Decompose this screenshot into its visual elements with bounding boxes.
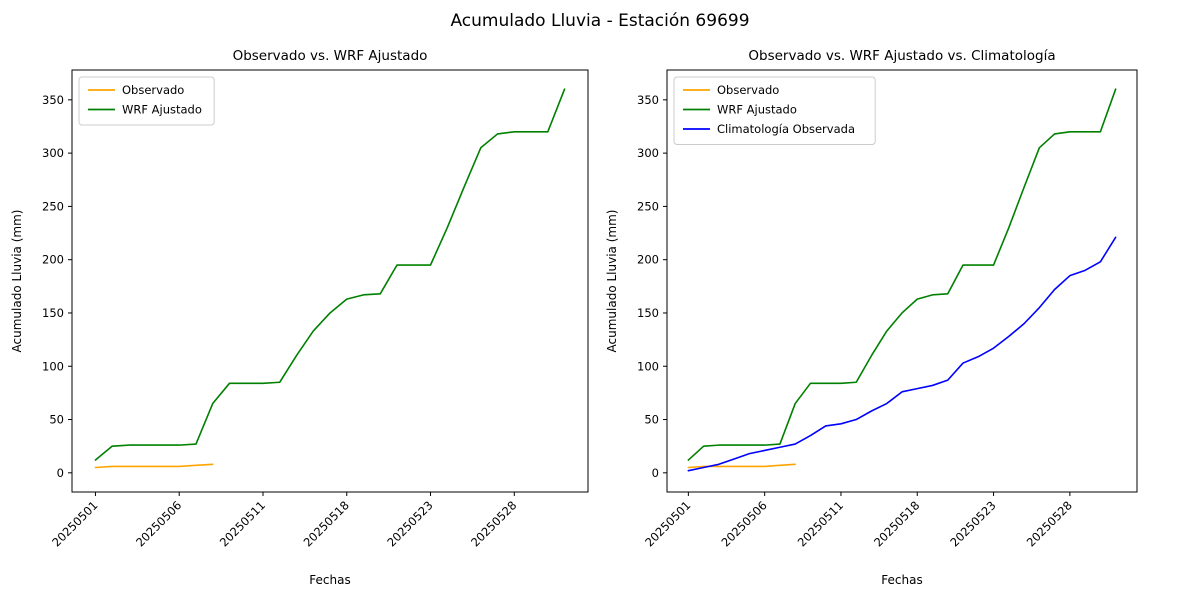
figure-title: Acumulado Lluvia - Estación 69699 [450, 11, 750, 31]
y-tick-label: 300 [637, 146, 659, 160]
legend-label: Observado [717, 83, 779, 97]
y-tick-label: 0 [57, 466, 64, 480]
y-axis-title: Acumulado Lluvia (mm) [10, 210, 24, 353]
legend: Observado WRF Ajustado [78, 76, 215, 126]
y-tick-label: 150 [42, 306, 64, 320]
x-tick-label: 20250523 [384, 498, 435, 549]
series-line-climatolog-a-observada [687, 236, 1117, 472]
legend-label: WRF Ajustado [122, 103, 202, 117]
x-axis-title: Fechas [881, 573, 922, 587]
y-tick-label: 50 [49, 413, 64, 427]
legend: Observado WRF Ajustado Climatología Observ… [673, 76, 876, 145]
subplot-title: Observado vs. WRF Ajustado vs. Climatolo… [748, 48, 1055, 64]
x-tick-label: 20250528 [1024, 498, 1075, 549]
x-tick-label: 20250518 [301, 498, 352, 549]
legend-label: Climatología Observada [717, 122, 855, 136]
series-line-wrf-ajustado [687, 88, 1117, 461]
chart-canvas: 0 50 100 150 200 250 300 350 20250501 20250506 202… [605, 48, 1138, 587]
series-line-observado [94, 463, 214, 469]
x-tick-label: 20250511 [217, 498, 268, 549]
y-tick-label: 50 [644, 413, 659, 427]
legend-label: WRF Ajustado [717, 103, 797, 117]
x-axis-title: Fechas [309, 573, 350, 587]
y-tick-label: 350 [42, 93, 64, 107]
x-tick-label: 20250501 [49, 498, 100, 549]
subplot-title: Observado vs. WRF Ajustado [233, 48, 428, 64]
y-tick-label: 250 [637, 199, 659, 213]
legend-box [673, 76, 876, 145]
y-tick-label: 200 [637, 253, 659, 267]
y-tick-label: 100 [42, 359, 64, 373]
x-tick-label: 20250501 [642, 498, 693, 549]
plot-border [71, 69, 589, 493]
y-tick-label: 200 [42, 253, 64, 267]
subplot-observado-wrf: 0 50 100 150 200 250 300 350 20250501 20250506 202… [0, 40, 600, 600]
legend-label: Observado [122, 83, 184, 97]
chart-canvas: 0 50 100 150 200 250 300 350 20250501 20250506 202… [10, 48, 589, 587]
y-tick-label: 150 [637, 306, 659, 320]
y-tick-label: 300 [42, 146, 64, 160]
y-tick-label: 350 [637, 93, 659, 107]
plot-border [666, 69, 1138, 493]
x-tick-label: 20250506 [718, 498, 769, 549]
y-tick-label: 0 [652, 466, 659, 480]
x-tick-label: 20250518 [871, 498, 922, 549]
legend-box [78, 76, 215, 126]
x-tick-label: 20250506 [133, 498, 184, 549]
y-tick-label: 250 [42, 199, 64, 213]
x-tick-label: 20250523 [947, 498, 998, 549]
x-tick-label: 20250528 [468, 498, 519, 549]
series-line-wrf-ajustado [94, 88, 566, 461]
subplot-observado-wrf-climatologia: 0 50 100 150 200 250 300 350 20250501 20250506 202… [600, 40, 1200, 600]
y-axis-title: Acumulado Lluvia (mm) [605, 210, 619, 353]
y-tick-label: 100 [637, 359, 659, 373]
x-tick-label: 20250511 [795, 498, 846, 549]
